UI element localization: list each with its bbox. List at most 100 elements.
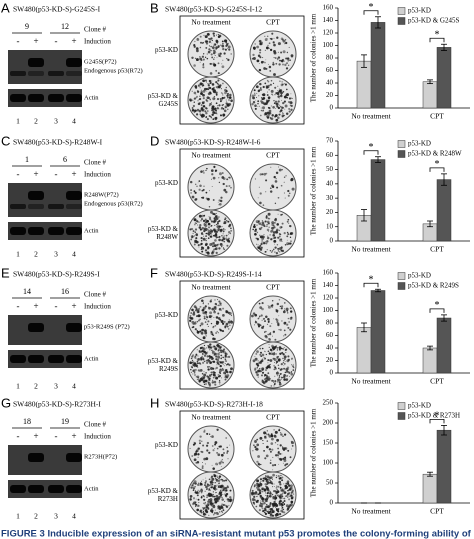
colony-dot	[263, 379, 265, 381]
colony-dot	[275, 475, 277, 477]
colony-dot	[265, 85, 268, 88]
colony-dot	[229, 324, 231, 326]
y-tick-label: 200	[323, 419, 334, 427]
colony-dot	[280, 490, 282, 491]
colony-dot	[268, 65, 272, 69]
colony-dot	[216, 305, 218, 306]
colony-dot	[210, 210, 213, 214]
error-bar	[375, 288, 381, 293]
colony-dot	[197, 369, 201, 372]
colony-dot	[286, 242, 290, 246]
colony-dot	[271, 221, 275, 225]
colony-dot	[259, 494, 262, 498]
colony-dot	[203, 457, 206, 461]
colony-dot	[206, 503, 210, 507]
colony-dot	[189, 319, 192, 322]
colony-dot	[261, 242, 263, 244]
colony-dot	[211, 46, 215, 50]
colony-dot	[255, 352, 258, 355]
colony-dot	[189, 447, 191, 449]
colony-dot	[192, 487, 196, 490]
colony-dot	[224, 351, 226, 353]
colony-dot	[217, 312, 220, 315]
y-tick-label: 100	[323, 306, 334, 314]
colony-dot	[270, 105, 272, 107]
colony-dot	[289, 487, 292, 490]
x-tick-label: No treatment	[351, 377, 391, 386]
colony-dot	[216, 364, 218, 366]
colony-dot	[267, 102, 269, 104]
colony-dot	[216, 358, 220, 362]
colony-dot	[257, 455, 261, 458]
blot-band	[48, 227, 64, 235]
colony-dot	[275, 508, 277, 509]
colony-dot	[281, 479, 284, 482]
colony-dot	[220, 460, 223, 463]
colony-dot	[210, 361, 212, 364]
colony-dot	[281, 99, 283, 101]
colony-dot	[261, 247, 263, 250]
colony-dot	[265, 374, 267, 376]
clone-header: Clone #	[84, 421, 106, 429]
colony-dot	[254, 445, 257, 449]
colony-dot	[199, 228, 202, 231]
colony-dot	[212, 176, 216, 180]
colony-dot	[194, 241, 196, 244]
blot-band	[66, 323, 82, 332]
colony-dot	[278, 247, 282, 251]
colony-dot	[194, 222, 197, 224]
colony-dot	[222, 363, 224, 365]
colony-dot	[222, 245, 224, 246]
colony-dot	[270, 513, 272, 516]
y-tick-label: 160	[323, 269, 334, 277]
colony-dot	[279, 110, 282, 113]
colony-dot	[202, 188, 205, 191]
colony-dot	[195, 353, 198, 356]
colony-dot	[282, 497, 284, 499]
colony-dot	[192, 369, 195, 372]
colony-dot	[221, 65, 225, 69]
colony-dot	[288, 489, 290, 491]
significance-mark: *	[435, 30, 440, 41]
colony-dot	[255, 500, 258, 503]
colony-dot	[210, 367, 213, 370]
colony-dot	[189, 98, 192, 102]
colony-dot	[269, 490, 271, 493]
colony-dot	[271, 335, 273, 337]
colony-dot	[253, 224, 256, 226]
colony-dot	[221, 367, 224, 370]
colony-dot	[292, 365, 294, 367]
significance-bracket	[363, 150, 379, 155]
colony-dot	[277, 196, 280, 199]
colony-dot	[200, 239, 203, 242]
colony-dot	[269, 495, 271, 497]
colony-dot	[221, 494, 223, 496]
colony-dot	[283, 447, 286, 450]
colony-dot	[217, 83, 220, 86]
colony-dot	[203, 172, 205, 174]
colony-dot	[271, 184, 274, 188]
colony-dot	[207, 345, 211, 349]
colony-dot	[211, 507, 213, 510]
colony-dot	[219, 228, 223, 232]
colony-dot	[218, 235, 221, 238]
colony-dot	[201, 42, 204, 44]
colony-dot	[205, 457, 209, 461]
colony-dot	[252, 57, 256, 60]
colony-dot	[197, 366, 199, 368]
colony-dot	[217, 332, 219, 334]
colony-dot	[265, 46, 269, 50]
colony-dot	[215, 91, 218, 94]
colony-dot	[213, 96, 216, 98]
bar	[436, 179, 452, 242]
colony-dot	[203, 80, 205, 83]
row-label: p53-KD & R248W	[147, 225, 178, 241]
y-tick-label: 30	[326, 194, 334, 202]
colony-dot	[213, 484, 217, 488]
colony-dot	[216, 43, 218, 45]
colony-dot	[282, 375, 286, 379]
colony-dot	[281, 246, 283, 248]
colony-dot	[282, 90, 285, 93]
colony-dot	[194, 491, 197, 494]
